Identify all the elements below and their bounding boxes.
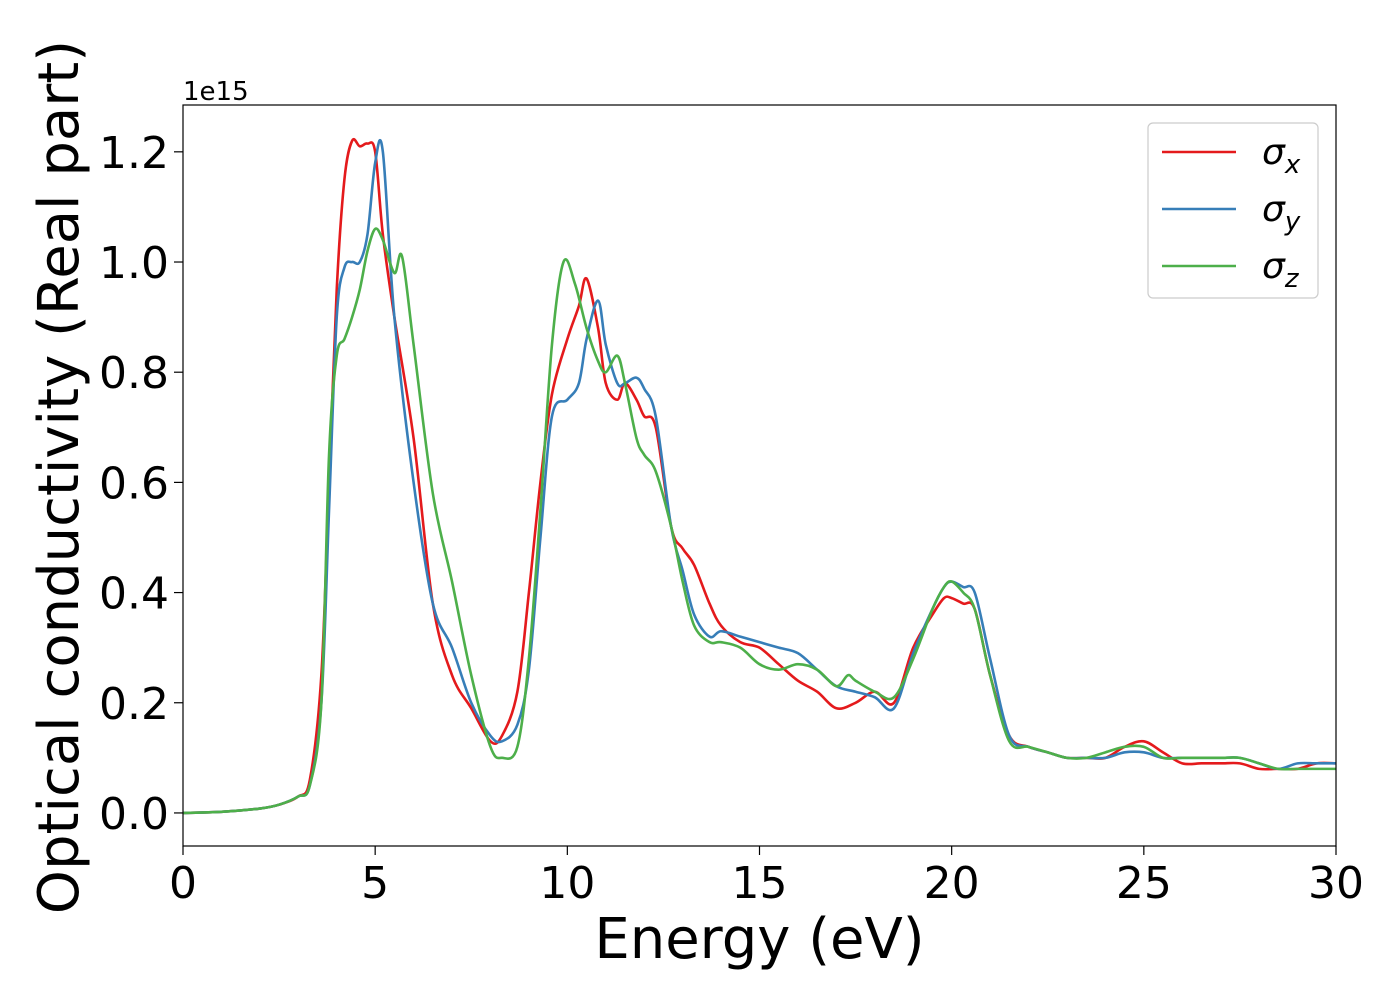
legend-label: σz bbox=[1262, 246, 1300, 294]
x-tick-label: 10 bbox=[539, 858, 595, 909]
y-axis: 0.0 0.2 0.4 0.6 0.8 1.0 1.2 bbox=[99, 128, 183, 840]
legend-symbol: σ bbox=[1262, 132, 1286, 173]
legend-item-x: σx bbox=[1162, 132, 1301, 180]
x-tick-label: 30 bbox=[1308, 858, 1364, 909]
legend-item-y: σy bbox=[1162, 189, 1301, 237]
legend-subscript: z bbox=[1284, 264, 1300, 294]
y-tick-label: 0.4 bbox=[99, 569, 169, 620]
y-tick-label: 0.2 bbox=[99, 679, 169, 730]
legend-item-z: σz bbox=[1162, 246, 1300, 294]
legend-symbol: σ bbox=[1262, 246, 1286, 287]
x-axis: 0 5 10 15 20 25 30 bbox=[169, 846, 1364, 909]
legend-subscript: y bbox=[1284, 207, 1301, 237]
y-axis-label: Optical conductivity (Real part) bbox=[27, 40, 92, 914]
series-line-z bbox=[182, 227, 1336, 815]
legend-symbol: σ bbox=[1262, 189, 1286, 230]
x-axis-label: Energy (eV) bbox=[594, 907, 924, 972]
y-tick-label: 0.8 bbox=[99, 348, 169, 399]
x-tick-label: 5 bbox=[361, 858, 389, 909]
legend-subscript: x bbox=[1284, 150, 1301, 180]
y-axis-offset-label: 1e15 bbox=[183, 77, 249, 107]
y-tick-label: 1.2 bbox=[99, 128, 169, 179]
legend-label: σx bbox=[1262, 132, 1301, 180]
legend-label: σy bbox=[1262, 189, 1301, 237]
x-tick-label: 20 bbox=[924, 858, 980, 909]
x-tick-label: 0 bbox=[169, 858, 197, 909]
series-layer bbox=[182, 137, 1337, 815]
x-tick-label: 25 bbox=[1116, 858, 1172, 909]
legend-box bbox=[1147, 122, 1319, 299]
y-tick-label: 1.0 bbox=[99, 238, 169, 289]
y-tick-label: 0.0 bbox=[99, 789, 169, 840]
y-tick-label: 0.6 bbox=[99, 458, 169, 509]
x-tick-label: 15 bbox=[732, 858, 788, 909]
